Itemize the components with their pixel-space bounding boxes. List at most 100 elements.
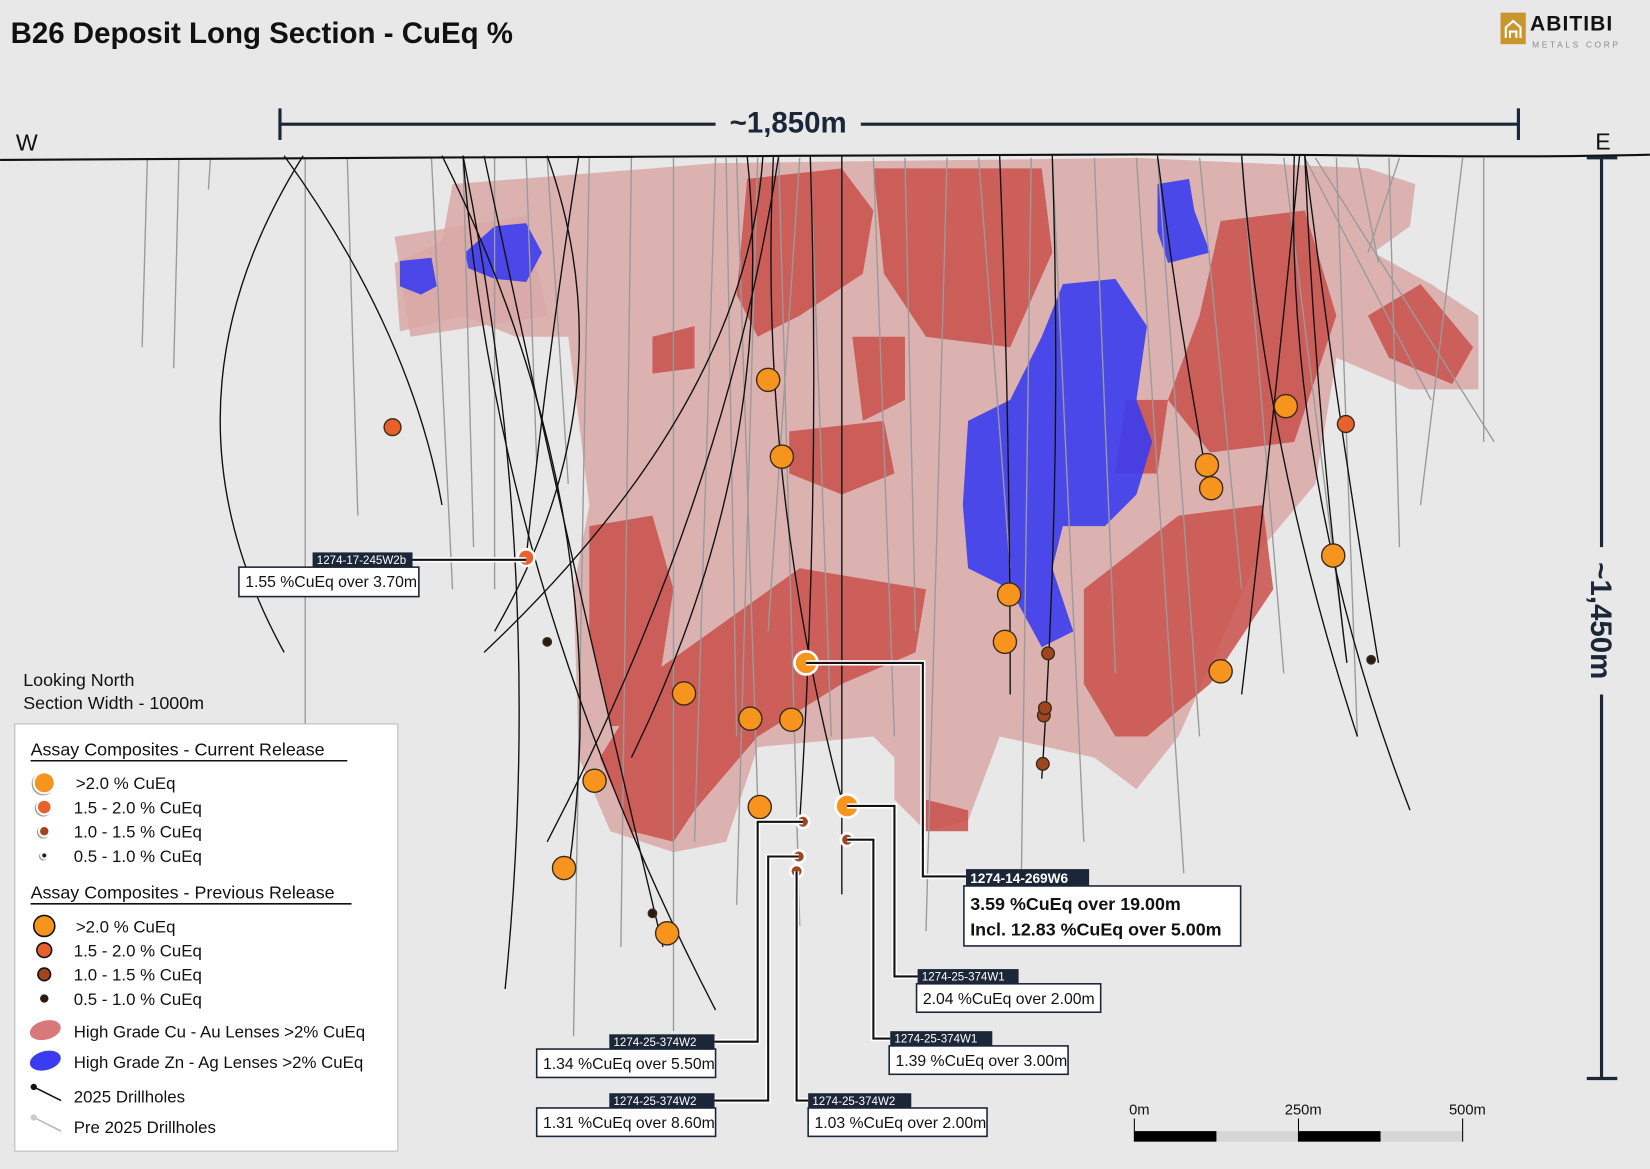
legend-current-item: >2.0 % CuEq bbox=[76, 774, 176, 793]
cu-au-lens bbox=[852, 336, 905, 421]
legend-previous-item: 1.5 - 2.0 % CuEq bbox=[74, 941, 202, 960]
pre-2025-drillhole bbox=[1051, 157, 1085, 842]
pre-2025-drillhole bbox=[904, 157, 917, 632]
callout-hole-id: 1274-25-374W1 bbox=[922, 972, 1005, 984]
previous-assay-composite bbox=[647, 908, 658, 919]
2025-drillhole bbox=[462, 155, 717, 1011]
width-dimension bbox=[278, 108, 1520, 140]
pre-2025-drillhole bbox=[778, 157, 801, 926]
abitibi-logo: ABITIBI METALS CORP bbox=[1500, 13, 1621, 49]
2025-drillhole bbox=[462, 155, 520, 990]
legend-current-dot-icon bbox=[35, 798, 53, 816]
2025-drillhole bbox=[483, 155, 664, 948]
pre-2025-drillhole bbox=[620, 157, 633, 947]
pre-2025-drillhole bbox=[693, 157, 717, 842]
previous-assay-composite bbox=[582, 768, 607, 793]
legend-current-dot-icon bbox=[32, 771, 56, 795]
2025-drillhole-swatch bbox=[33, 1086, 62, 1102]
ground-surface bbox=[0, 153, 1650, 161]
zn-ag-lens bbox=[399, 257, 437, 295]
legend-2025-holes-label: 2025 Drillholes bbox=[74, 1088, 185, 1107]
legend-previous-dot-icon bbox=[32, 914, 56, 938]
east-label: E bbox=[1595, 128, 1610, 154]
previous-assay-composite bbox=[992, 629, 1018, 655]
previous-assay-composite bbox=[769, 444, 795, 469]
callout: 1274-25-374W1 1.39 %CuEq over 3.00m bbox=[847, 837, 1069, 1076]
logo-subtitle: METALS CORP bbox=[1532, 39, 1621, 49]
pre-2025-drillhole bbox=[207, 157, 212, 190]
west-label: W bbox=[16, 129, 38, 155]
previous-assay-composite bbox=[738, 706, 763, 731]
legend-previous-dot-icon bbox=[36, 941, 53, 959]
callout: 1274-25-374W2 1.34 %CuEq over 5.50m bbox=[535, 819, 803, 1079]
pre-2025-drillhole bbox=[1388, 157, 1401, 548]
cu-au-lens bbox=[599, 568, 927, 842]
callout-hole-id: 1274-17-245W2b bbox=[317, 555, 406, 567]
callout-intercept: 1.39 %CuEq over 3.00m bbox=[895, 1053, 1067, 1070]
previous-assay-composite bbox=[551, 855, 577, 881]
pre-2025-drillhole bbox=[173, 157, 180, 369]
page-title: B26 Deposit Long Section - CuEq % bbox=[11, 17, 513, 50]
legend-current-item: 0.5 - 1.0 % CuEq bbox=[74, 847, 202, 866]
2025-drillhole bbox=[1292, 155, 1411, 811]
pre-2025-drillhole bbox=[767, 157, 801, 632]
pre-2025-drillhole bbox=[872, 157, 896, 737]
cu-au-lens bbox=[873, 168, 1053, 348]
previous-assay-composite bbox=[1035, 756, 1050, 771]
previous-assay-composite bbox=[1194, 452, 1220, 478]
previous-assay-composite bbox=[755, 367, 781, 393]
zn-ag-lens bbox=[465, 223, 542, 282]
zn-ag-lens bbox=[1157, 178, 1211, 264]
callout-hole-id: 1274-25-374W1 bbox=[894, 1034, 977, 1046]
legend-previous-item: 1.0 - 1.5 % CuEq bbox=[74, 966, 202, 985]
pre-2025-drillhole bbox=[725, 157, 738, 737]
previous-assay-composite bbox=[1320, 543, 1346, 568]
pre-2025-drillhole bbox=[141, 157, 149, 348]
previous-assay-composite bbox=[1037, 701, 1052, 716]
scale-tick-label: 0m bbox=[1129, 1102, 1149, 1118]
pre-2025-drillhole bbox=[1156, 157, 1201, 737]
pre-2025-drillhole bbox=[735, 157, 759, 905]
legend-current-heading: Assay Composites - Current Release bbox=[31, 739, 325, 759]
previous-assay-composite bbox=[1198, 475, 1224, 501]
previous-assay-composite bbox=[1208, 659, 1233, 684]
2025-drillhole bbox=[630, 155, 754, 758]
2025-drillhole bbox=[799, 155, 815, 821]
legend-previous-dot-icon bbox=[37, 967, 52, 982]
legend-zn-lens-label: High Grade Zn - Ag Lenses >2% CuEq bbox=[74, 1053, 364, 1072]
leader-line bbox=[795, 871, 809, 1102]
leader-line bbox=[806, 661, 966, 878]
callout-intercept: 1.34 %CuEq over 5.50m bbox=[543, 1056, 715, 1073]
callout-hole-id: 1274-25-374W2 bbox=[812, 1096, 895, 1108]
ore-lenses bbox=[394, 157, 1479, 853]
pre-2025-drillhole bbox=[546, 157, 569, 485]
pre-2025-drillhole bbox=[1093, 157, 1117, 674]
legend-previous-dot-icon bbox=[40, 994, 49, 1003]
pre-2025-drillhole-swatch bbox=[33, 1116, 62, 1132]
previous-assay-composite bbox=[542, 636, 553, 647]
callout-intercept: 3.59 %CuEq over 19.00m bbox=[970, 894, 1181, 914]
callout-intercept: 2.04 %CuEq over 2.00m bbox=[923, 991, 1095, 1008]
2025-drillhole bbox=[1240, 155, 1301, 695]
previous-assay-composite bbox=[654, 921, 680, 946]
pre-2025-drillhole bbox=[430, 157, 454, 590]
legend-pre-2025-holes-label: Pre 2025 Drillholes bbox=[74, 1118, 216, 1137]
height-dimension bbox=[1586, 156, 1618, 1081]
callout-intercept: 1.03 %CuEq over 2.00m bbox=[814, 1115, 986, 1132]
height-dimension-label: ~1,450m bbox=[1584, 562, 1617, 679]
pre-2025-drillhole bbox=[735, 157, 759, 800]
legend-cu-lens-label: High Grade Cu - Au Lenses >2% CuEq bbox=[74, 1022, 365, 1041]
pre-2025-drillhole bbox=[977, 157, 1011, 569]
pre-2025-drillhole bbox=[809, 157, 832, 737]
callout-hole-id: 1274-25-374W2 bbox=[614, 1037, 697, 1049]
leader-line bbox=[847, 838, 891, 1040]
callout: 1274-25-374W2 1.31 %CuEq over 8.60m bbox=[535, 853, 799, 1138]
pre-2025-drillhole bbox=[1240, 157, 1285, 674]
2025-drillhole bbox=[998, 155, 1011, 695]
section-width-note: Section Width - 1000m bbox=[23, 693, 204, 713]
2025-drillhole bbox=[546, 155, 780, 843]
callout-hole-id: 1274-14-269W6 bbox=[970, 871, 1068, 886]
leader-line bbox=[714, 820, 803, 1043]
scale-bar: 0m 250m 500m bbox=[1129, 1102, 1486, 1142]
